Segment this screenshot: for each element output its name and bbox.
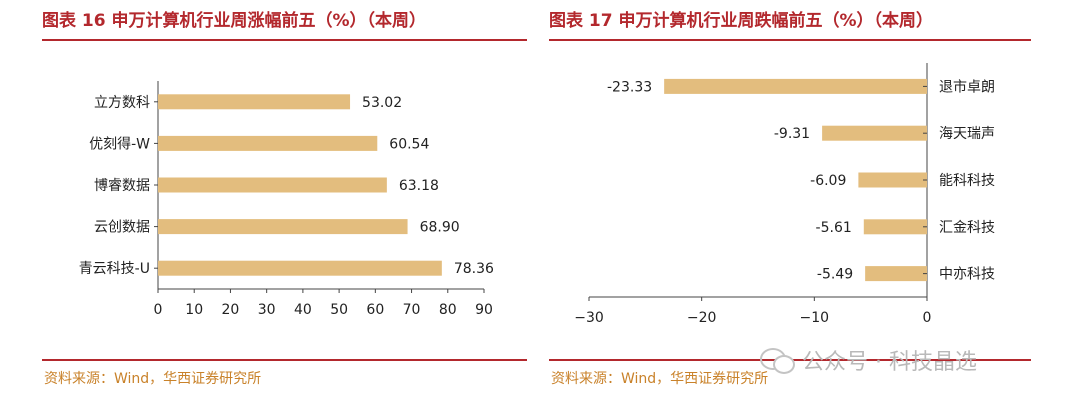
chart17-x-tick-label: 0 [923,310,932,326]
chart16-x-tick-label: 30 [258,302,276,318]
chart17-bar [865,266,927,282]
chart17-source: 资料来源：Wind，华西证券研究所 [551,371,769,387]
chart17-category-label: 海天瑞声 [939,126,995,142]
chart16-x-tick-label: 40 [294,302,312,318]
chart16-source: 资料来源：Wind，华西证券研究所 [44,371,262,387]
chart16-category-label: 立方数科 [94,95,150,111]
chart16-category-label: 博睿数据 [94,177,150,194]
chart16-value-label: 68.90 [420,220,460,236]
chart16-x-tick-label: 50 [330,302,348,318]
chart17-value-label: -5.49 [817,267,853,283]
chart17-bar [858,172,927,188]
chart17-title-rule [549,39,1031,41]
chart17-value-label: -5.61 [816,220,852,236]
chart16-category-label: 云创数据 [94,220,150,236]
wechat-icon [760,346,795,374]
chart17-title: 图表 17 申万计算机行业周跌幅前五（%）（本周） [549,11,934,31]
chart16-title-rule [42,39,527,41]
chart16-value-label: 78.36 [454,261,494,277]
chart16-category-label: 优刻得-W [89,135,150,152]
chart16-x-tick-label: 0 [154,302,163,318]
chart17-x-tick-label: −10 [800,310,830,326]
chart17-bar [863,219,927,235]
chart17-x-tick-label: −30 [574,310,604,326]
chart16-value-label: 53.02 [362,95,402,111]
chart17-category-label: 退市卓朗 [939,78,995,95]
chart17-bar [822,125,927,141]
chart16-x-tick-label: 10 [185,302,203,318]
chart16-bar [158,135,378,151]
chart16-bar [158,177,387,193]
chart16-x-tick-label: 20 [222,302,240,318]
watermark-text: 公众号 · 科技晶选 [802,350,977,375]
chart17-bar [664,78,927,94]
chart16-bottom-rule [42,359,527,361]
chart17-value-label: -9.31 [774,126,810,142]
chart16-x-tick-label: 60 [366,302,384,318]
chart16-x-tick-label: 80 [439,302,457,318]
chart17-value-label: -6.09 [810,173,846,189]
chart16-value-label: 63.18 [399,178,439,194]
chart16-bar [158,219,408,235]
chart16-bar [158,94,351,110]
chart17-value-label: -23.33 [607,79,652,95]
chart16-value-label: 60.54 [389,136,429,152]
chart16-category-label: 青云科技-U [79,261,150,277]
chart16-title: 图表 16 申万计算机行业周涨幅前五（%）（本周） [42,11,427,31]
chart16-bar [158,260,442,276]
chart17-category-label: 汇金科技 [939,220,995,236]
chart16-x-tick-label: 90 [475,302,493,318]
chart16-x-tick-label: 70 [403,302,421,318]
watermark: 公众号 · 科技晶选 [760,344,977,376]
chart17-x-tick-label: −20 [687,310,717,326]
chart17-category-label: 中亦科技 [939,267,995,283]
chart17-category-label: 能科科技 [939,173,995,189]
